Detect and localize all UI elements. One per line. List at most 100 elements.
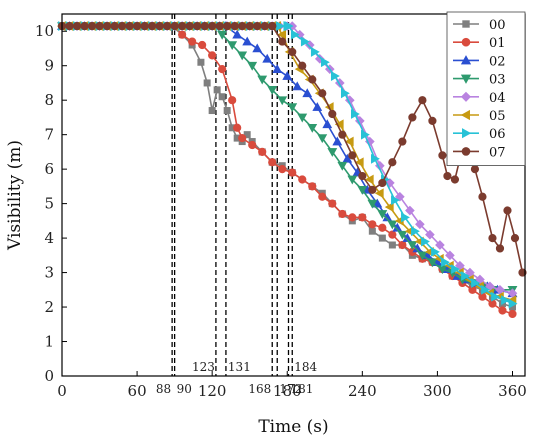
y-tick-label: 7	[44, 126, 54, 144]
legend-marker	[460, 74, 472, 84]
vline-label: 88	[156, 382, 171, 396]
legend-item-04: 04	[453, 91, 506, 106]
point-07	[200, 21, 209, 31]
point-07	[178, 21, 187, 31]
point-04	[405, 205, 415, 216]
point-07	[518, 268, 527, 277]
y-tick-label: 1	[44, 333, 54, 351]
point-01	[208, 51, 217, 60]
point-01	[348, 213, 357, 222]
point-01	[508, 309, 517, 319]
vline-label: 172	[279, 382, 302, 396]
point-03	[387, 220, 398, 230]
point-07	[338, 130, 347, 139]
x-axis-ticks: 0 60 120 180 240 300 360	[57, 371, 527, 400]
point-07	[170, 21, 179, 31]
point-01	[358, 213, 367, 222]
point-07	[408, 113, 417, 122]
point-07	[223, 21, 232, 31]
point-07	[278, 37, 287, 46]
x-tick-label: 300	[423, 382, 452, 400]
point-04	[445, 250, 455, 261]
point-06	[284, 21, 294, 31]
point-01	[478, 292, 487, 301]
point-00	[368, 227, 376, 235]
point-06	[371, 153, 380, 164]
point-06	[350, 109, 360, 119]
legend-label: 00	[489, 18, 506, 33]
point-07	[208, 21, 217, 31]
y-tick-label: 0	[44, 367, 54, 385]
point-01	[233, 123, 242, 132]
vline-label: 184	[294, 360, 317, 374]
x-tick-label: 0	[57, 382, 67, 400]
point-07	[358, 171, 367, 181]
point-07	[87, 21, 97, 31]
legend-label: 07	[489, 145, 506, 160]
point-07	[155, 21, 164, 31]
point-07	[253, 21, 262, 31]
point-06	[391, 195, 400, 206]
point-06	[421, 236, 430, 247]
point-06	[361, 129, 370, 140]
legend-marker	[462, 20, 470, 28]
legend-label: 05	[489, 109, 506, 124]
point-05	[374, 188, 384, 199]
y-axis-label: Visibility (m)	[5, 140, 25, 251]
legend-label: 02	[489, 54, 506, 69]
y-tick-label: 9	[44, 57, 54, 75]
point-03	[227, 41, 238, 51]
point-02	[332, 136, 343, 146]
legend-label: 06	[489, 127, 506, 142]
point-07	[125, 21, 134, 31]
point-06	[431, 246, 440, 257]
point-01	[258, 147, 267, 157]
point-01	[268, 158, 277, 167]
point-01	[368, 220, 377, 229]
point-03	[297, 113, 308, 123]
y-tick-label: 8	[44, 91, 54, 109]
point-03	[237, 51, 248, 61]
legend-marker	[461, 37, 471, 47]
point-02	[322, 119, 333, 129]
point-06	[330, 71, 340, 81]
legend-item-07: 07	[453, 145, 506, 160]
point-06	[401, 212, 410, 223]
point-07	[72, 21, 82, 31]
y-tick-label: 3	[44, 264, 54, 282]
x-tick-label: 180	[273, 382, 302, 400]
point-06	[481, 284, 490, 295]
vline-label: 90	[177, 382, 192, 396]
point-01	[338, 209, 347, 219]
point-00	[208, 107, 216, 115]
point-07	[65, 21, 74, 31]
point-02	[242, 36, 253, 46]
point-07	[215, 21, 224, 31]
point-06	[501, 295, 510, 306]
point-07	[245, 21, 254, 31]
point-03	[317, 134, 328, 144]
point-07	[117, 21, 127, 31]
point-07	[488, 233, 497, 243]
legend-marker	[462, 128, 472, 139]
point-06	[290, 29, 300, 40]
point-07	[450, 175, 460, 184]
point-07	[438, 151, 447, 160]
point-00	[197, 58, 205, 66]
vline-label: 168	[248, 382, 271, 396]
point-03	[277, 96, 288, 106]
point-03	[417, 251, 428, 261]
point-03	[427, 258, 438, 268]
point-03	[307, 123, 318, 133]
point-02	[252, 43, 263, 53]
point-05	[354, 157, 364, 168]
point-07	[260, 21, 269, 31]
point-01	[238, 134, 247, 143]
legend-marker	[460, 109, 470, 121]
vline-label: 131	[228, 360, 251, 374]
x-tick-label: 60	[128, 382, 147, 400]
point-03	[247, 61, 258, 71]
point-02	[272, 64, 283, 73]
